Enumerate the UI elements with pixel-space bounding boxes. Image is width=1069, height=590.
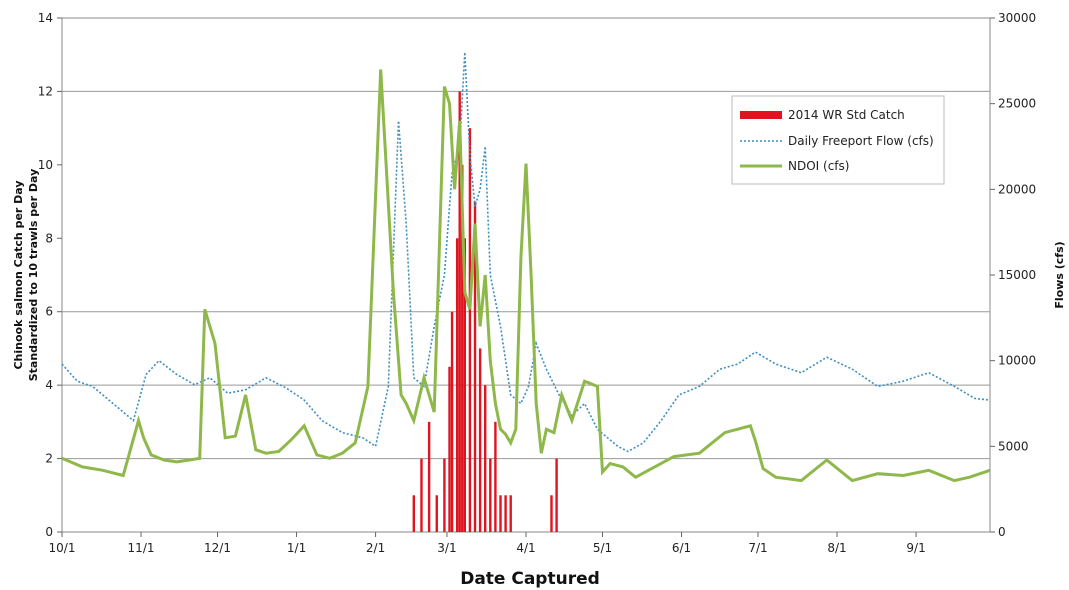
y-tick-label: 2 bbox=[45, 452, 53, 466]
y-axis-title-line2: Standardized to 10 trawls per Day bbox=[27, 169, 40, 382]
y2-tick-label: 0 bbox=[998, 525, 1006, 539]
y2-tick-label: 15000 bbox=[998, 268, 1036, 282]
catch-bar bbox=[504, 495, 507, 532]
catch-bar bbox=[443, 458, 446, 532]
y-tick-label: 14 bbox=[38, 11, 53, 25]
x-tick-label: 10/1 bbox=[49, 541, 76, 555]
y-tick-label: 6 bbox=[45, 305, 53, 319]
y2-axis-title: Flows (cfs) bbox=[1053, 241, 1066, 308]
left-axis-ticks: 0 2 4 6 8 10 12 14 bbox=[38, 11, 62, 539]
catch-bar bbox=[448, 366, 451, 532]
ndoi-line bbox=[61, 69, 991, 483]
legend-swatch-catch bbox=[740, 111, 782, 119]
catch-bar bbox=[494, 421, 497, 532]
x-axis-title: Date Captured bbox=[460, 569, 600, 589]
catch-bar bbox=[412, 495, 416, 532]
y2-tick-label: 5000 bbox=[998, 439, 1029, 453]
x-tick-label: 8/1 bbox=[827, 541, 846, 555]
y2-tick-label: 10000 bbox=[998, 354, 1036, 368]
x-tick-label: 7/1 bbox=[748, 541, 767, 555]
gridlines bbox=[62, 90, 990, 460]
y2-tick-label: 25000 bbox=[998, 97, 1036, 111]
legend-label-catch: 2014 WR Std Catch bbox=[788, 108, 905, 122]
y2-tick-label: 30000 bbox=[998, 11, 1036, 25]
y-tick-label: 8 bbox=[45, 231, 53, 245]
x-tick-label: 5/1 bbox=[593, 541, 612, 555]
x-tick-label: 6/1 bbox=[672, 541, 691, 555]
catch-bar bbox=[484, 385, 487, 532]
x-axis-ticks: 10/1 11/1 12/1 1/1 2/1 3/1 4/1 5/1 6/1 7/1 8/1 9/1 bbox=[49, 532, 926, 555]
x-tick-label: 4/1 bbox=[516, 541, 535, 555]
catch-bar bbox=[499, 495, 502, 532]
y-tick-label: 10 bbox=[38, 158, 53, 172]
catch-bar bbox=[427, 421, 431, 532]
freeport-flow-line bbox=[61, 52, 991, 453]
right-axis-ticks: 0 5000 10000 15000 20000 25000 30000 bbox=[990, 11, 1036, 539]
catch-bar bbox=[473, 201, 477, 533]
catch-bar bbox=[489, 458, 492, 532]
catch-bar bbox=[550, 495, 553, 532]
catch-bar bbox=[458, 91, 461, 532]
x-tick-label: 3/1 bbox=[437, 541, 456, 555]
catch-bar bbox=[435, 495, 438, 532]
catch-bar bbox=[455, 238, 459, 533]
legend-box bbox=[731, 95, 945, 185]
x-tick-label: 11/1 bbox=[128, 541, 155, 555]
catch-bar bbox=[478, 348, 482, 532]
y-axis-title-line1: Chinook salmon Catch per Day bbox=[12, 180, 25, 369]
catch-bar bbox=[420, 458, 423, 532]
x-tick-label: 1/1 bbox=[287, 541, 306, 555]
catch-bar bbox=[463, 238, 467, 533]
y-tick-label: 12 bbox=[38, 84, 53, 98]
y2-tick-label: 20000 bbox=[998, 182, 1036, 196]
x-tick-label: 12/1 bbox=[204, 541, 231, 555]
catch-bar bbox=[450, 311, 454, 532]
legend-label-ndoi: NDOI (cfs) bbox=[788, 159, 849, 173]
catch-bar bbox=[461, 164, 464, 532]
x-tick-label: 9/1 bbox=[906, 541, 925, 555]
catch-bars bbox=[412, 91, 558, 533]
catch-bar bbox=[468, 128, 472, 532]
legend-label-freeport: Daily Freeport Flow (cfs) bbox=[788, 134, 934, 148]
catch-bar bbox=[509, 495, 512, 532]
legend: 2014 WR Std Catch Daily Freeport Flow (c… bbox=[731, 95, 945, 185]
x-tick-label: 2/1 bbox=[366, 541, 385, 555]
y-tick-label: 0 bbox=[45, 525, 53, 539]
catch-bar bbox=[555, 458, 558, 532]
y-tick-label: 4 bbox=[45, 378, 53, 392]
